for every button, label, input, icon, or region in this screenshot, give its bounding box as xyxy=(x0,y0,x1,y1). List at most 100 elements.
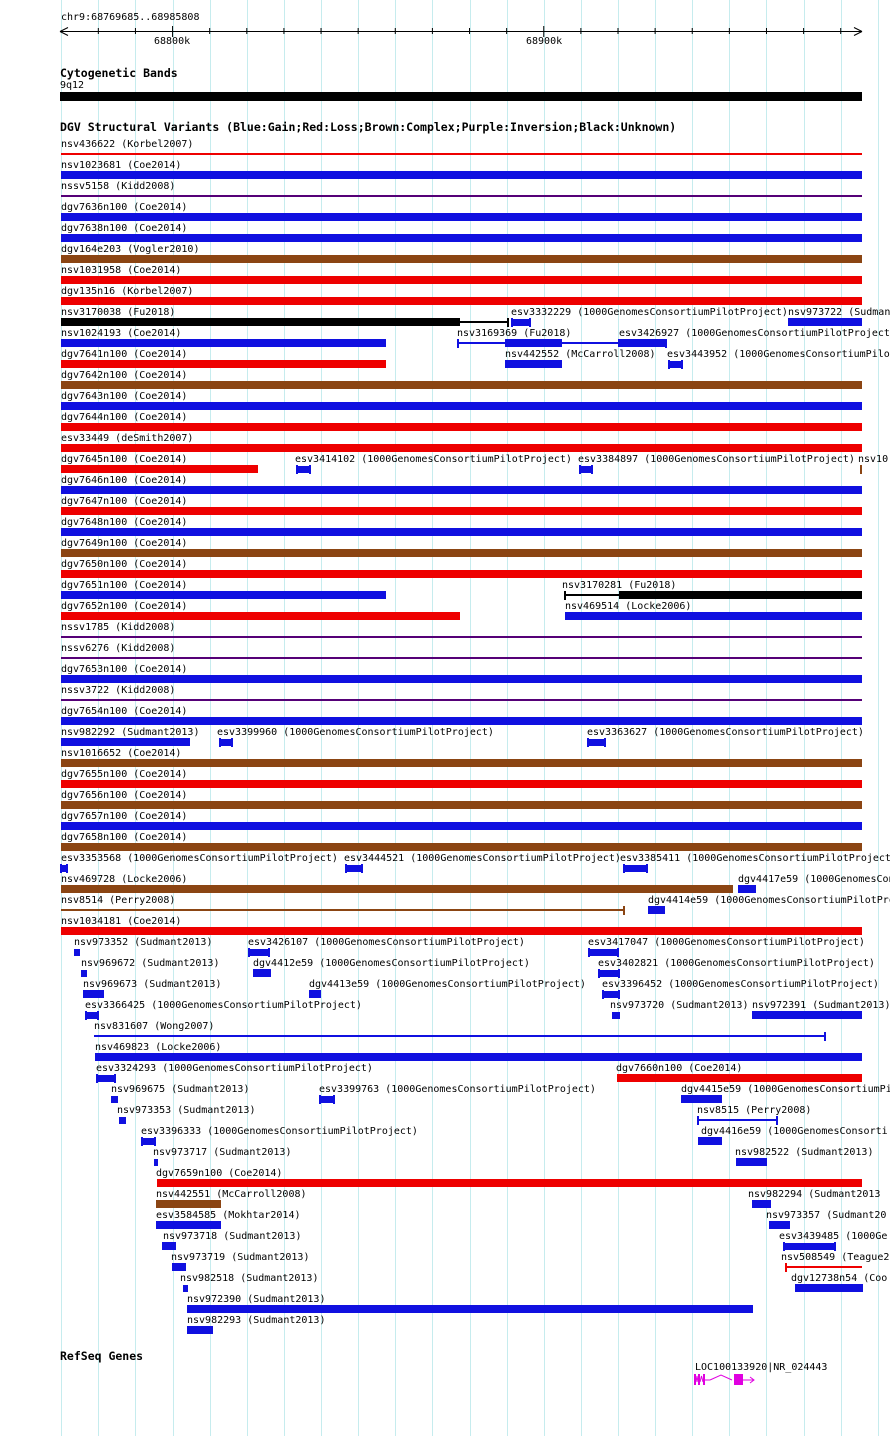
variant-glyph[interactable] xyxy=(785,1266,862,1268)
variant-glyph[interactable] xyxy=(61,465,258,473)
variant-glyph[interactable] xyxy=(156,1200,221,1208)
variant-glyph[interactable] xyxy=(162,1242,176,1250)
variant-glyph[interactable] xyxy=(231,738,233,747)
variant-glyph[interactable] xyxy=(698,1137,722,1145)
variant-glyph[interactable] xyxy=(617,948,619,957)
variant-glyph[interactable] xyxy=(114,1074,116,1083)
variant-glyph[interactable] xyxy=(61,780,862,788)
variant-glyph[interactable] xyxy=(61,612,460,620)
variant-glyph[interactable] xyxy=(61,297,862,305)
variant-glyph[interactable] xyxy=(66,864,68,873)
variant-glyph[interactable] xyxy=(61,591,386,599)
variant-glyph[interactable] xyxy=(361,864,363,873)
variant-glyph[interactable] xyxy=(154,1159,158,1166)
variant-glyph[interactable] xyxy=(142,1138,155,1145)
variant-glyph[interactable] xyxy=(187,1326,213,1334)
variant-glyph[interactable] xyxy=(784,1243,835,1250)
variant-glyph[interactable] xyxy=(562,342,618,344)
variant-glyph[interactable] xyxy=(61,801,862,809)
variant-glyph[interactable] xyxy=(603,991,619,998)
variant-glyph[interactable] xyxy=(617,1074,862,1082)
variant-glyph[interactable] xyxy=(61,153,862,155)
variant-glyph[interactable] xyxy=(788,318,862,326)
variant-glyph[interactable] xyxy=(752,1200,771,1208)
variant-glyph[interactable] xyxy=(187,1305,753,1313)
variant-glyph[interactable] xyxy=(97,1075,115,1082)
variant-glyph[interactable] xyxy=(220,739,232,746)
variant-glyph[interactable] xyxy=(460,321,507,323)
variant-glyph[interactable] xyxy=(86,1012,98,1019)
variant-glyph[interactable] xyxy=(61,528,862,536)
variant-glyph[interactable] xyxy=(619,591,862,599)
variant-glyph[interactable] xyxy=(61,195,862,197)
variant-glyph[interactable] xyxy=(681,360,683,369)
variant-glyph[interactable] xyxy=(61,255,862,263)
variant-glyph[interactable] xyxy=(61,738,190,746)
variant-glyph[interactable] xyxy=(604,738,606,747)
variant-glyph[interactable] xyxy=(648,906,665,914)
variant-glyph[interactable] xyxy=(61,636,862,638)
variant-glyph[interactable] xyxy=(618,969,620,978)
variant-glyph[interactable] xyxy=(61,822,862,830)
variant-glyph[interactable] xyxy=(824,1032,826,1041)
variant-glyph[interactable] xyxy=(589,949,618,956)
variant-glyph[interactable] xyxy=(623,906,625,915)
variant-glyph[interactable] xyxy=(61,699,862,701)
variant-glyph[interactable] xyxy=(309,465,311,474)
variant-glyph[interactable] xyxy=(61,381,862,389)
variant-glyph[interactable] xyxy=(61,657,862,659)
variant-glyph[interactable] xyxy=(61,213,862,221)
variant-glyph[interactable] xyxy=(665,339,667,348)
variant-glyph[interactable] xyxy=(624,865,647,872)
variant-glyph[interactable] xyxy=(83,990,104,998)
variant-glyph[interactable] xyxy=(157,1179,862,1187)
variant-glyph[interactable] xyxy=(752,1011,862,1019)
variant-glyph[interactable] xyxy=(669,361,682,368)
variant-glyph[interactable] xyxy=(154,1137,156,1146)
variant-glyph[interactable] xyxy=(97,1011,99,1020)
variant-glyph[interactable] xyxy=(61,909,625,911)
variant-glyph[interactable] xyxy=(646,864,648,873)
variant-glyph[interactable] xyxy=(61,570,862,578)
variant-glyph[interactable] xyxy=(61,843,862,851)
variant-glyph[interactable] xyxy=(297,466,310,473)
variant-glyph[interactable] xyxy=(172,1263,186,1271)
variant-glyph[interactable] xyxy=(61,927,862,935)
variant-glyph[interactable] xyxy=(61,360,386,368)
variant-glyph[interactable] xyxy=(457,342,505,344)
variant-glyph[interactable] xyxy=(183,1285,188,1292)
variant-glyph[interactable] xyxy=(61,339,386,347)
variant-glyph[interactable] xyxy=(529,318,531,327)
variant-glyph[interactable] xyxy=(776,1116,778,1125)
variant-glyph[interactable] xyxy=(565,612,862,620)
variant-glyph[interactable] xyxy=(61,234,862,242)
variant-glyph[interactable] xyxy=(309,990,321,998)
variant-glyph[interactable] xyxy=(505,360,562,368)
variant-glyph[interactable] xyxy=(61,717,862,725)
variant-glyph[interactable] xyxy=(61,444,862,452)
variant-glyph[interactable] xyxy=(346,865,362,872)
variant-glyph[interactable] xyxy=(61,885,733,893)
variant-glyph[interactable] xyxy=(860,465,862,474)
variant-glyph[interactable] xyxy=(268,948,270,957)
variant-glyph[interactable] xyxy=(253,969,271,977)
variant-glyph[interactable] xyxy=(333,1095,335,1104)
variant-glyph[interactable] xyxy=(61,423,862,431)
variant-glyph[interactable] xyxy=(618,990,620,999)
variant-glyph[interactable] xyxy=(697,1119,777,1121)
variant-glyph[interactable] xyxy=(507,318,509,327)
variant-glyph[interactable] xyxy=(156,1221,221,1229)
variant-glyph[interactable] xyxy=(94,1035,825,1037)
variant-glyph[interactable] xyxy=(61,507,862,515)
variant-glyph[interactable] xyxy=(119,1117,126,1124)
variant-glyph[interactable] xyxy=(61,486,862,494)
variant-glyph[interactable] xyxy=(74,949,80,956)
genome-ruler[interactable] xyxy=(0,0,890,50)
variant-glyph[interactable] xyxy=(61,675,862,683)
variant-glyph[interactable] xyxy=(736,1158,767,1166)
variant-glyph[interactable] xyxy=(111,1096,118,1103)
variant-glyph[interactable] xyxy=(61,276,862,284)
variant-glyph[interactable] xyxy=(61,318,460,326)
variant-glyph[interactable] xyxy=(738,885,756,893)
variant-glyph[interactable] xyxy=(599,970,619,977)
